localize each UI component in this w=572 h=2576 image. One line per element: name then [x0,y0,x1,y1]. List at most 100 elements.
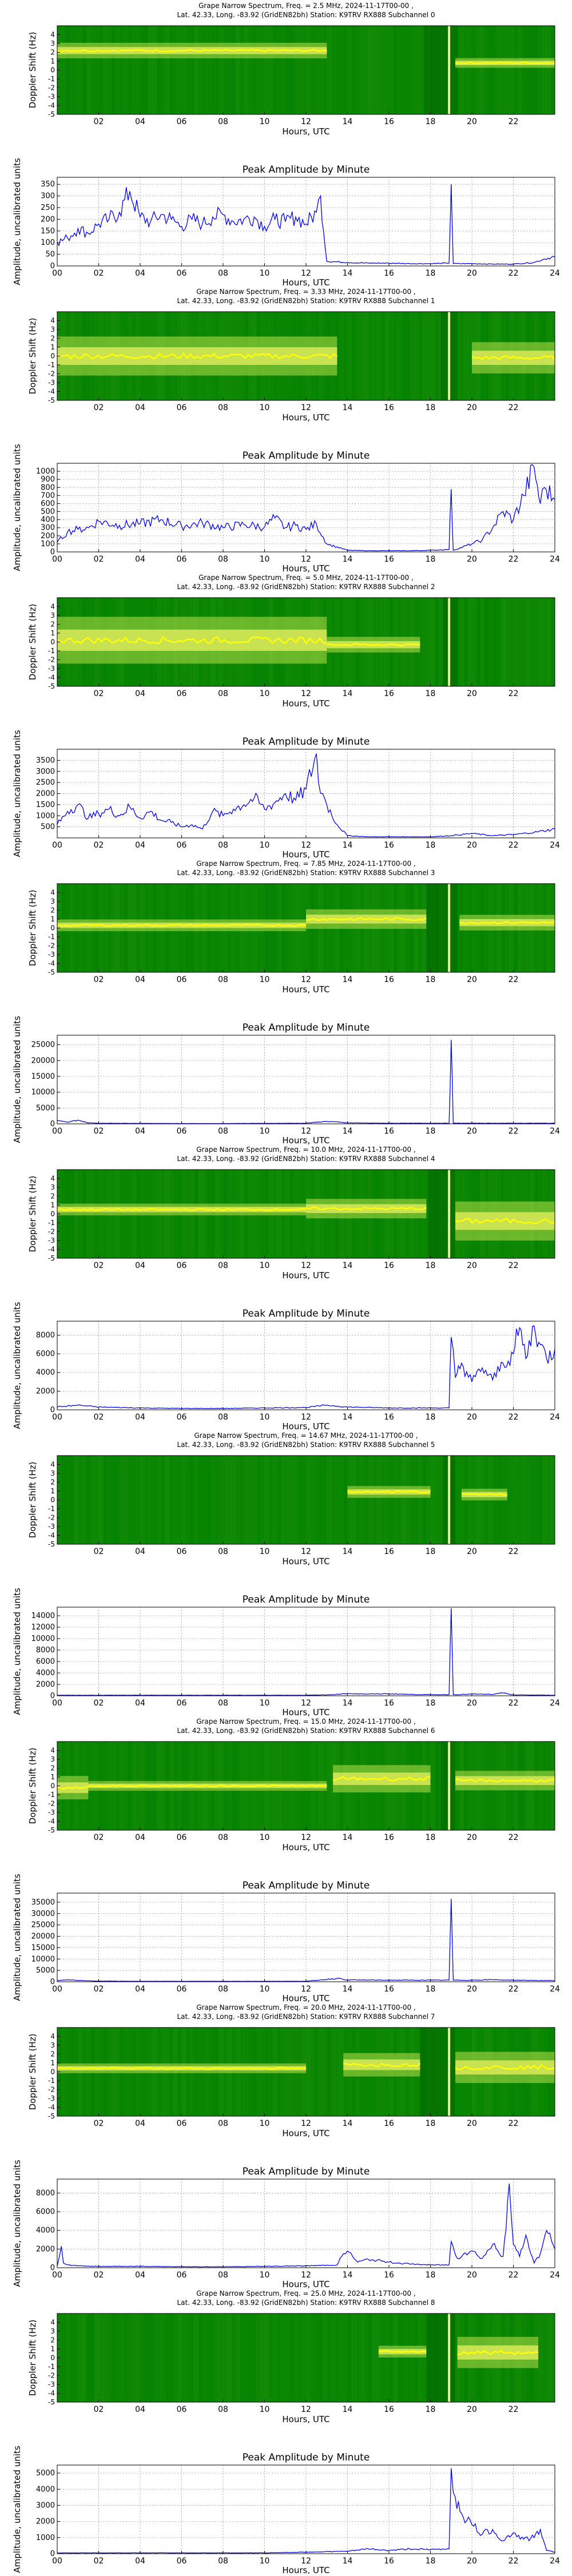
amplitude-ytick-label: 400 [41,516,55,524]
spectrum-xtick-label: 18 [426,117,436,126]
spectrum-noise-column [297,26,303,114]
spectrum-title-line2: Lat. 42.33, Long. -83.92 (GridEN82bh) St… [177,1441,435,1449]
amplitude-xlabel: Hours, UTC [282,277,329,288]
spectrum-xtick-label: 16 [384,117,394,126]
spectrum-noise-column [82,26,87,114]
spectrum-noise-column [351,312,356,400]
amplitude-xtick-label: 02 [94,2557,104,2566]
spectrum-noise-column [161,2313,165,2402]
spectrum-ytick-label: 3 [50,611,55,619]
spectrum-noise-column [393,2313,398,2402]
spectrum-noise-column [397,2313,402,2402]
spectrum-xtick-label: 04 [135,1261,145,1270]
spectrum-xtick-label: 20 [467,1833,477,1842]
amplitude-xtick-label: 16 [384,1127,394,1136]
amplitude-xtick-label: 16 [384,2271,394,2280]
spectrum-noise-column [323,1456,327,1544]
spectrum-xtick-label: 16 [384,403,394,412]
amplitude-xtick-label: 00 [52,1127,62,1136]
spectrum-signal-trace [457,2350,539,2356]
amplitude-xtick-label: 20 [467,841,477,850]
spectrum-xtick-label: 22 [509,2405,519,2414]
spectrum-noise-column [467,312,472,400]
spectrum-noise-column [119,26,124,114]
amplitude-xtick-label: 00 [52,555,62,564]
spectrum-signal-trace [57,924,307,927]
spectrum-noise-column [181,1456,186,1544]
spectrum-ytick-label: 3 [50,1183,55,1191]
spectrum-noise-column [90,1456,95,1544]
spectrum-xtick-label: 16 [384,2405,394,2414]
spectrum-ytick-label: -5 [48,1540,55,1548]
spectrum-ytick-label: -3 [48,2094,55,2102]
spectrum-noise-column [78,1456,82,1544]
spectrum-noise-column [82,1456,87,1544]
spectrum-ytick-label: 0 [50,924,55,932]
spectrum-title-line1: Grape Narrow Spectrum, Freq. = 2.5 MHz, … [198,2,414,10]
amplitude-xtick-label: 02 [94,1985,104,1994]
amplitude-xtick-label: 10 [260,1699,270,1708]
spectrum-ytick-label: 2 [50,907,55,915]
spectrum-noise-column [210,2313,215,2402]
amplitude-ytick-label: 250 [41,204,55,212]
amplitude-ytick-label: 5000 [36,2469,55,2478]
spectrum-noise-column [368,2313,373,2402]
amplitude-ytick-label: 8000 [36,1331,55,1339]
spectrum-noise-column [339,2313,344,2402]
spectrum-noise-column [364,312,369,400]
spectrum-noise-column [360,2313,364,2402]
spectrum-panel-2: Grape Narrow Spectrum, Freq. = 5.0 MHz, … [27,574,555,709]
spectrum-noise-column [509,26,514,114]
spectrum-ytick-label: 4 [50,603,55,611]
spectrum-noise-column [393,26,398,114]
amplitude-ytick-label: 2500 [36,778,55,787]
spectrum-noise-column [505,1456,510,1544]
spectrum-noise-column [509,1456,514,1544]
spectrum-ytick-label: 3 [50,897,55,905]
spectrum-noise-column [538,598,543,686]
amplitude-ytick-label: 2000 [36,2245,55,2253]
amplitude-ylabel: Amplitude, uncalibrated units [12,1016,22,1143]
spectrum-ytick-label: -2 [48,1800,55,1808]
spectrum-noise-column [301,1456,307,1544]
spectrum-xlabel: Hours, UTC [282,1842,329,1853]
amplitude-ytick-label: 10000 [31,1088,55,1097]
spectrum-noise-column [422,598,427,686]
spectrum-noise-column [102,2313,108,2402]
amplitude-xtick-label: 02 [94,2271,104,2280]
spectrum-noise-column [522,598,526,686]
spectrum-noise-column [335,26,340,114]
spectrum-noise-column [214,1456,220,1544]
spectrum-noise-column [140,26,145,114]
spectrum-xlabel: Hours, UTC [282,698,329,709]
spectrum-noise-column [500,26,506,114]
spectrum-noise-column [301,2313,307,2402]
amplitude-ytick-label: 3000 [36,768,55,776]
spectrum-noise-column [550,598,555,686]
spectrum-signal-trace [305,917,427,921]
amplitude-ytick-label: 1000 [36,812,55,820]
spectrum-noise-column [434,598,439,686]
amplitude-xtick-label: 08 [218,269,228,278]
amplitude-ytick-label: 10000 [31,1955,55,1963]
spectrum-ytick-label: -3 [48,665,55,673]
spectrum-noise-column [339,26,344,114]
spectrum-xtick-label: 02 [94,975,104,984]
spectrum-noise-column [219,26,224,114]
amplitude-xtick-label: 22 [509,555,519,564]
spectrum-signal-trace [332,1776,431,1782]
spectrum-noise-column [152,26,157,114]
spectrum-noise-column [152,1456,157,1544]
spectrum-noise-column [335,2028,340,2116]
spectrum-ytick-label: 1 [50,2059,55,2067]
amplitude-xtick-label: 12 [301,269,311,278]
spectrum-ytick-label: 2 [50,1478,55,1486]
spectrum-noise-column [314,2028,319,2116]
spectrum-noise-column [173,2313,178,2402]
spectrum-panel-4: Grape Narrow Spectrum, Freq. = 10.0 MHz,… [27,1146,555,1281]
spectrum-ytick-label: 1 [50,1773,55,1781]
spectrum-ytick-label: 0 [50,1496,55,1504]
spectrum-xtick-label: 02 [94,2119,104,2128]
spectrum-noise-column [459,598,464,686]
spectrum-title-line1: Grape Narrow Spectrum, Freq. = 7.85 MHz,… [196,860,415,868]
